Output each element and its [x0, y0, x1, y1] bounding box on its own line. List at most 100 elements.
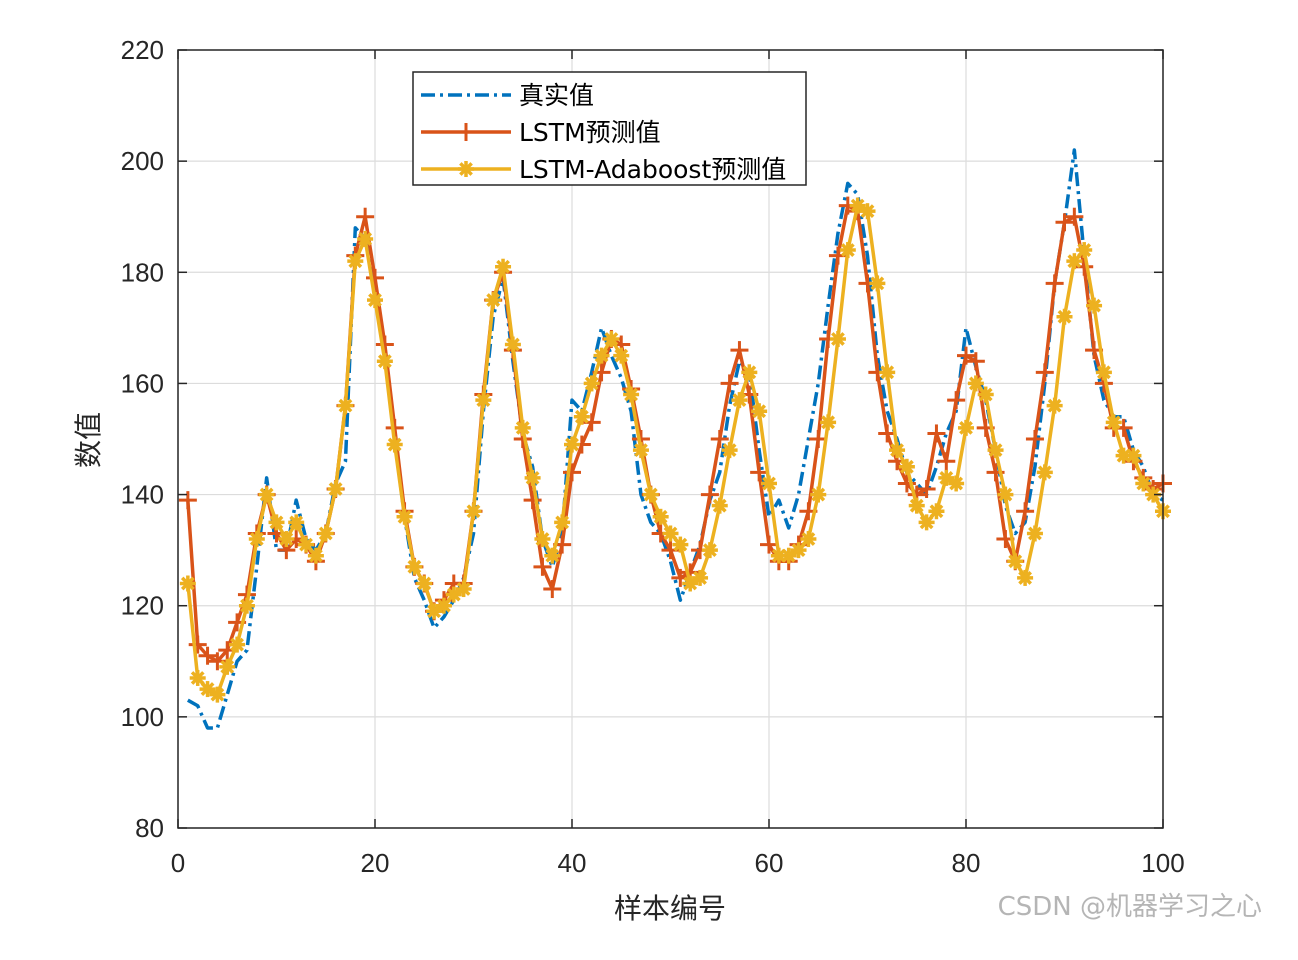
asterisk-marker-stroke [752, 404, 767, 419]
asterisk-marker [859, 203, 876, 220]
asterisk-marker [869, 275, 886, 292]
asterisk-marker-stroke [870, 276, 885, 291]
asterisk-marker-stroke [880, 365, 895, 380]
y-tick-label: 220 [121, 35, 164, 65]
asterisk-marker-stroke [959, 420, 973, 435]
asterisk-marker [908, 497, 925, 514]
asterisk-marker [839, 242, 856, 259]
asterisk-marker-stroke [1018, 571, 1032, 585]
asterisk-marker-stroke [634, 443, 648, 458]
asterisk-marker [603, 330, 620, 347]
asterisk-marker [977, 386, 994, 403]
asterisk-marker-stroke [318, 526, 333, 541]
asterisk-marker-stroke [456, 582, 471, 596]
asterisk-marker [317, 525, 334, 542]
asterisk-marker-stroke [506, 337, 520, 352]
asterisk-marker [751, 403, 768, 420]
asterisk-marker-stroke [732, 393, 747, 407]
asterisk-marker [455, 581, 472, 598]
asterisk-marker [987, 442, 1004, 459]
asterisk-marker-stroke [279, 532, 294, 546]
asterisk-marker-stroke [466, 504, 481, 519]
asterisk-marker-stroke [1067, 254, 1082, 269]
asterisk-marker [790, 542, 807, 559]
asterisk-marker [701, 542, 718, 559]
asterisk-marker-stroke [407, 559, 422, 574]
asterisk-marker [820, 414, 837, 431]
x-tick-label: 0 [171, 848, 185, 878]
plus-marker [563, 463, 581, 482]
asterisk-marker [1125, 447, 1142, 464]
plus-marker [543, 580, 562, 599]
plus-marker [947, 391, 966, 410]
plus-marker [966, 352, 985, 371]
asterisk-marker [357, 230, 374, 247]
plus-marker [937, 452, 956, 471]
asterisk-marker-stroke [525, 471, 540, 485]
asterisk-marker [396, 508, 413, 525]
asterisk-marker-stroke [968, 376, 983, 391]
asterisk-marker-stroke [604, 332, 619, 346]
legend: 真实值 LSTM预测值 LSTM-Adaboost预测值 [412, 71, 807, 186]
asterisk-marker [741, 364, 758, 381]
x-tick-label: 60 [755, 848, 784, 878]
plus-marker [730, 341, 749, 360]
asterisk-marker-stroke [998, 487, 1013, 502]
plus-marker [188, 635, 207, 654]
asterisk-marker-stroke [624, 387, 638, 402]
asterisk-marker [889, 442, 906, 459]
y-tick-label: 120 [121, 591, 164, 621]
asterisk-marker-stroke [555, 515, 570, 530]
asterisk-marker-stroke [643, 487, 658, 502]
asterisk-marker [219, 658, 236, 675]
legend-label-1: 真实值 [519, 81, 594, 110]
asterisk-marker-stroke [801, 532, 816, 546]
asterisk-marker-stroke [978, 387, 993, 402]
asterisk-marker [672, 536, 689, 553]
asterisk-marker-stroke [762, 476, 776, 491]
asterisk-marker-stroke [1008, 554, 1023, 569]
asterisk-marker-stroke [220, 659, 235, 674]
asterisk-marker-stroke [486, 293, 501, 307]
asterisk-marker-stroke [515, 420, 530, 435]
asterisk-marker-stroke [1136, 476, 1151, 491]
asterisk-marker [416, 575, 433, 592]
asterisk-marker-stroke [190, 671, 205, 685]
asterisk-marker [1026, 525, 1043, 542]
asterisk-marker [662, 525, 679, 542]
y-tick-label: 160 [121, 368, 164, 398]
asterisk-marker [278, 531, 295, 548]
asterisk-marker [829, 330, 846, 347]
plus-marker [523, 491, 542, 510]
asterisk-marker [406, 558, 423, 575]
asterisk-marker [189, 669, 206, 686]
asterisk-marker-stroke [831, 332, 845, 346]
asterisk-marker-stroke [722, 443, 737, 458]
asterisk-marker-stroke [269, 515, 284, 530]
asterisk-marker [514, 419, 531, 436]
asterisk-marker-stroke [259, 487, 274, 502]
asterisk-marker-stroke [929, 504, 944, 519]
asterisk-marker [958, 419, 974, 436]
asterisk-marker [435, 597, 452, 614]
asterisk-marker [997, 486, 1014, 503]
asterisk-marker-stroke [200, 682, 215, 696]
asterisk-marker [386, 436, 403, 453]
asterisk-marker-stroke [909, 498, 924, 513]
asterisk-marker-stroke [919, 515, 934, 530]
asterisk-marker-stroke [368, 293, 382, 307]
x-tick-label: 40 [558, 848, 587, 878]
asterisk-marker [307, 547, 324, 564]
asterisk-marker-stroke [309, 548, 323, 563]
plus-marker [917, 480, 936, 499]
asterisk-marker [879, 364, 896, 381]
plus-marker [533, 557, 552, 576]
asterisk-marker [1036, 464, 1053, 481]
asterisk-marker [268, 514, 285, 531]
asterisk-marker-stroke [1106, 415, 1121, 430]
plus-marker [710, 430, 729, 448]
asterisk-marker-stroke [210, 687, 225, 702]
x-tick-label: 80 [952, 848, 981, 878]
plus-marker [700, 485, 719, 504]
asterisk-marker [623, 386, 640, 403]
